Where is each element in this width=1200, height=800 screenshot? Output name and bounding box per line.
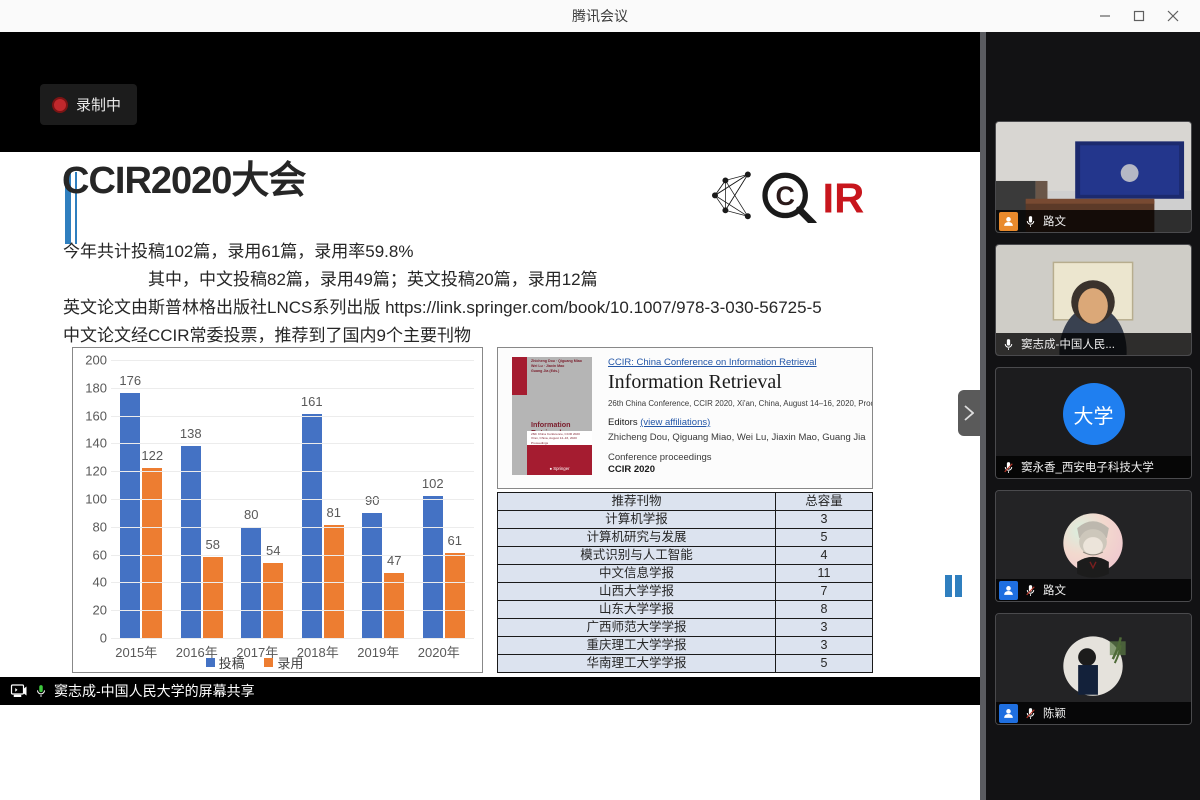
svg-text:C: C [775,181,794,211]
svg-text:IR: IR [822,175,864,222]
